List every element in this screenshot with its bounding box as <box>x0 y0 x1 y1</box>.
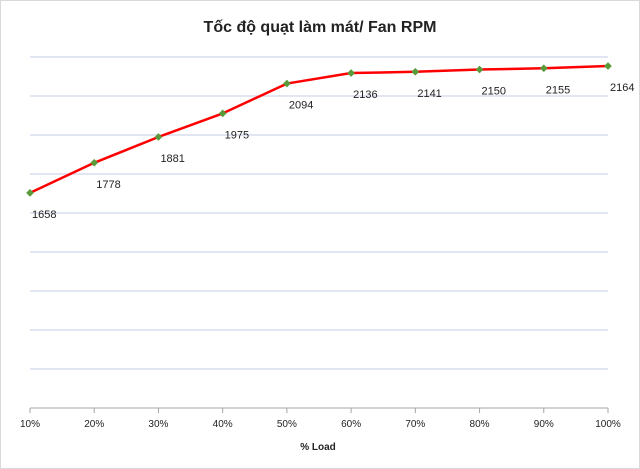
data-label: 2150 <box>482 86 506 98</box>
data-marker <box>90 158 99 167</box>
x-tick-labels: 10% 20% 30% 40% 50% 60% 70% 80% 90% 100% <box>20 419 621 430</box>
data-label: 1658 <box>32 209 56 221</box>
data-marker <box>604 62 612 70</box>
data-marker <box>347 69 356 77</box>
data-label: 2136 <box>353 89 377 101</box>
x-axis-label: % Load <box>300 442 336 453</box>
data-marker <box>411 67 420 76</box>
data-label: 1881 <box>160 153 184 165</box>
x-tick-label: 10% <box>20 419 40 430</box>
data-label: 1778 <box>96 179 120 191</box>
data-label: 2155 <box>546 84 570 96</box>
x-axis <box>29 407 609 413</box>
data-label: 1975 <box>225 129 249 141</box>
data-marker <box>26 188 34 197</box>
data-label: 2094 <box>289 100 313 112</box>
data-marker <box>475 65 484 74</box>
data-marker <box>282 79 291 88</box>
series-fan-rpm <box>29 64 609 195</box>
x-tick-label: 100% <box>595 419 621 430</box>
data-marker <box>218 109 227 118</box>
data-label: 2141 <box>417 88 441 100</box>
x-tick-label: 80% <box>470 419 490 430</box>
x-tick-label: 50% <box>277 419 297 430</box>
gridlines <box>30 56 608 370</box>
data-label: 2164 <box>610 82 634 94</box>
x-tick-label: 60% <box>341 419 361 430</box>
data-marker <box>539 64 548 73</box>
data-markers <box>26 62 612 197</box>
x-tick-label: 20% <box>84 419 104 430</box>
series-line <box>29 64 609 195</box>
data-marker <box>154 133 163 141</box>
x-tick-label: 90% <box>534 419 554 430</box>
chart-title: Tốc độ quạt làm mát/ Fan RPM <box>204 19 437 36</box>
x-tick-label: 30% <box>148 419 168 430</box>
x-tick-label: 40% <box>213 419 233 430</box>
data-labels: 1658 1778 1881 1975 2094 2136 2141 2150 2155 2164 <box>32 82 634 221</box>
x-tick-label: 70% <box>405 419 425 430</box>
